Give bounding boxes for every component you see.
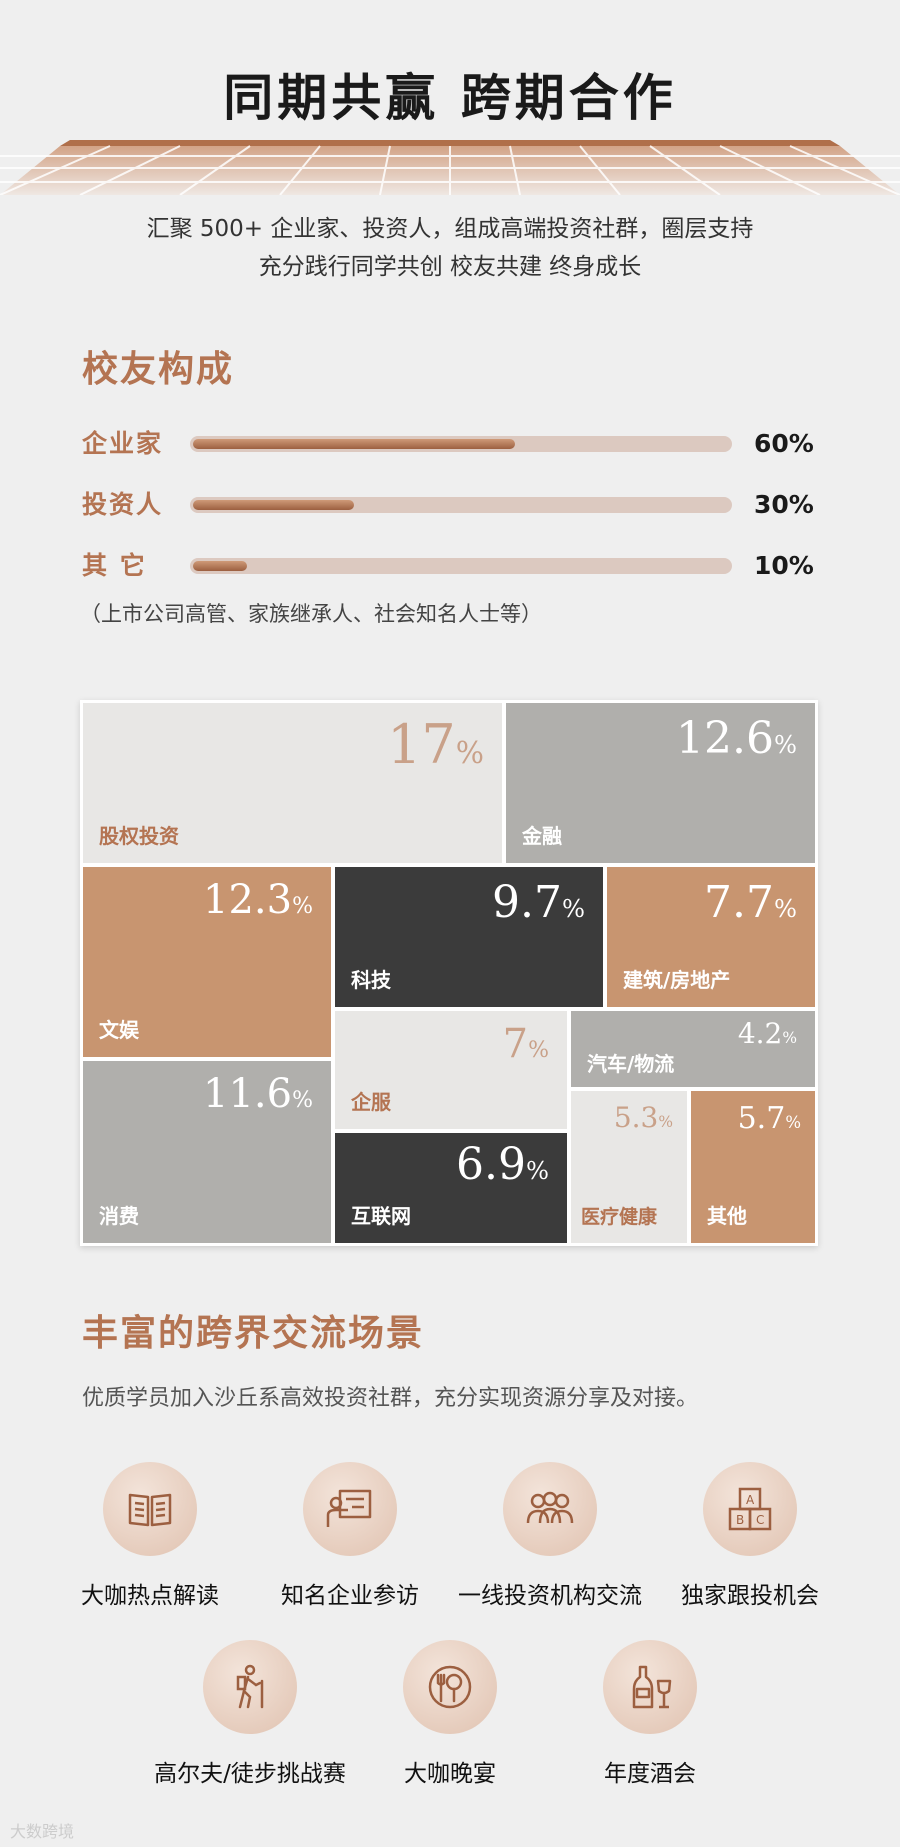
feature-label: 大咖晚宴 (404, 1761, 496, 1787)
intro-line-1: 汇聚 500+ 企业家、投资人，组成高端投资社群，圈层支持 (146, 216, 754, 242)
bar-track (190, 436, 732, 452)
cell-value: 17% (387, 713, 484, 776)
treemap-cell-healthcare: 5.3% 医疗健康 (571, 1091, 687, 1243)
cell-value: 5.7% (737, 1101, 801, 1136)
treemap-cell-real-estate: 7.7% 建筑/房地产 (607, 867, 815, 1007)
treemap-cell-entertainment: 12.3% 文娱 (83, 867, 331, 1057)
bar-label: 投资人 (82, 490, 164, 519)
composition-bar-entrepreneur: 企业家 60% (82, 424, 822, 464)
scenes-subtitle: 优质学员加入沙丘系高效投资社群，充分实现资源分享及对接。 (82, 1386, 699, 1411)
intro-text: 汇聚 500+ 企业家、投资人，组成高端投资社群，圈层支持 充分践行同学共创 校… (0, 210, 900, 286)
bar-percent: 60% (754, 429, 814, 458)
bar-fill (193, 500, 354, 510)
cell-label: 股权投资 (99, 824, 179, 848)
bar-label: 其 它 (82, 551, 147, 580)
scenes-title: 丰富的跨界交流场景 (82, 1313, 425, 1354)
cell-value: 5.3% (613, 1101, 673, 1134)
svg-text:C: C (756, 1513, 764, 1527)
composition-bar-investor: 投资人 30% (82, 485, 822, 525)
feature-label: 一线投资机构交流 (458, 1583, 642, 1609)
presentation-icon (303, 1462, 397, 1556)
cell-label: 建筑/房地产 (623, 968, 731, 992)
feature-vc-exchange: 一线投资机构交流 (450, 1462, 650, 1610)
cell-label: 汽车/物流 (587, 1052, 675, 1076)
svg-text:A: A (746, 1493, 755, 1507)
composition-title: 校友构成 (82, 349, 235, 390)
feature-label: 大咖热点解读 (81, 1583, 219, 1609)
bar-fill (193, 439, 515, 449)
treemap-cell-consumer: 11.6% 消费 (83, 1061, 331, 1243)
cell-value: 12.3% (203, 877, 313, 923)
bar-percent: 10% (754, 551, 814, 580)
cell-label: 其他 (707, 1204, 747, 1228)
treemap-cell-other: 5.7% 其他 (691, 1091, 815, 1243)
bar-track (190, 558, 732, 574)
feature-golf-hiking: 高尔夫/徒步挑战赛 (150, 1640, 350, 1788)
bar-fill (193, 561, 247, 571)
feature-label: 独家跟投机会 (681, 1583, 819, 1609)
industry-treemap: 17% 股权投资 12.6% 金融 12.3% 文娱 9.7% 科技 7.7% … (80, 700, 818, 1246)
feature-annual-cocktail: 年度酒会 (550, 1640, 750, 1788)
cell-label: 企服 (351, 1090, 391, 1114)
feature-dinner: 大咖晚宴 (350, 1640, 550, 1788)
cell-value: 11.6% (203, 1071, 313, 1117)
treemap-cell-auto-logistics: 4.2% 汽车/物流 (571, 1011, 815, 1087)
book-icon (103, 1462, 197, 1556)
treemap-cell-finance: 12.6% 金融 (506, 703, 815, 863)
composition-bar-other: 其 它 10% (82, 546, 822, 586)
feature-co-investment: A B C 独家跟投机会 (650, 1462, 850, 1610)
cell-label: 文娱 (99, 1018, 139, 1042)
cell-label: 互联网 (351, 1204, 411, 1228)
treemap-cell-internet: 6.9% 互联网 (335, 1133, 567, 1243)
treemap-cell-enterprise-service: 7% 企服 (335, 1011, 567, 1129)
people-group-icon (503, 1462, 597, 1556)
svg-text:B: B (736, 1513, 744, 1527)
intro-line-2: 充分践行同学共创 校友共建 终身成长 (258, 254, 642, 280)
cell-label: 金融 (522, 824, 562, 848)
hiker-icon (203, 1640, 297, 1734)
hero-banner: 同期共赢 跨期合作 (0, 0, 900, 200)
feature-label: 年度酒会 (604, 1761, 696, 1787)
treemap-cell-equity: 17% 股权投资 (83, 703, 502, 863)
cell-value: 12.6% (676, 713, 797, 764)
cell-value: 7% (502, 1021, 549, 1067)
dinner-plate-icon (403, 1640, 497, 1734)
cell-value: 7.7% (704, 877, 797, 928)
cell-label: 医疗健康 (581, 1206, 658, 1228)
cell-value: 4.2% (737, 1017, 797, 1050)
feature-expert-insights: 大咖热点解读 (50, 1462, 250, 1610)
feature-company-visits: 知名企业参访 (250, 1462, 450, 1610)
bar-track (190, 497, 732, 513)
cell-label: 消费 (99, 1204, 139, 1228)
composition-footnote: （上市公司高管、家族继承人、社会知名人士等） (80, 602, 542, 626)
abc-blocks-icon: A B C (703, 1462, 797, 1556)
grid-floor-decoration (0, 140, 900, 195)
treemap-cell-tech: 9.7% 科技 (335, 867, 603, 1007)
watermark: 大数跨境 (10, 1822, 75, 1841)
bar-percent: 30% (754, 490, 814, 519)
cell-value: 6.9% (456, 1139, 549, 1190)
feature-label: 高尔夫/徒步挑战赛 (154, 1761, 346, 1787)
cell-label: 科技 (351, 968, 391, 992)
bar-label: 企业家 (82, 429, 164, 458)
cell-value: 9.7% (492, 877, 585, 928)
wine-bottle-icon (603, 1640, 697, 1734)
feature-label: 知名企业参访 (281, 1583, 419, 1609)
page-title: 同期共赢 跨期合作 (223, 69, 677, 127)
